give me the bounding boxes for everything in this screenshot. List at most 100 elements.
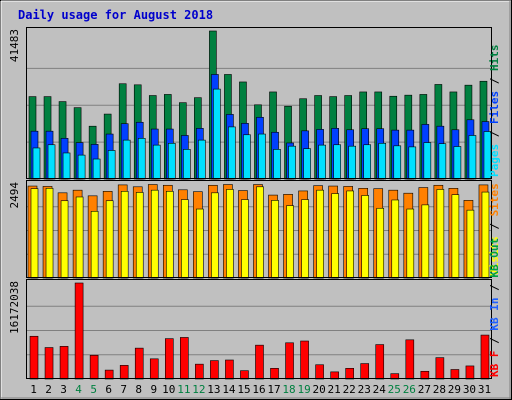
bar-pages-24 xyxy=(378,143,387,180)
panel-top-border xyxy=(26,27,492,179)
chart-title: Daily usage for August 2018 xyxy=(18,8,213,22)
x-tick-label-11: 11 xyxy=(177,383,190,396)
x-tick-label-18: 18 xyxy=(282,383,295,396)
panel-middle-legend: Visits / Sites xyxy=(488,183,501,276)
bar-kb-f-5 xyxy=(89,354,99,380)
bar-kb-f-2 xyxy=(44,347,54,380)
panel-bottom-border xyxy=(26,279,492,379)
bar-pages-11 xyxy=(183,149,191,180)
panel-bottom-legend: KB F / KB In / KB Out xyxy=(488,238,501,377)
x-tick-labels: 1 2 3 4 5 6 7 8 9 10 11 12 13 14 15 16 17 18 19 20 21 22 23 24 2… xyxy=(30,383,491,396)
bar-visits-28 xyxy=(436,189,445,279)
bar-visits-30 xyxy=(466,209,475,279)
x-tick-label-3: 3 xyxy=(60,383,67,396)
x-tick-label-15: 15 xyxy=(237,383,250,396)
panel-top: 41483 Pages / Files / Hits xyxy=(8,27,501,180)
x-tick-label-23: 23 xyxy=(358,383,371,396)
x-tick-label-20: 20 xyxy=(313,383,326,396)
bar-pages-29 xyxy=(453,146,462,180)
x-tick-label-12: 12 xyxy=(192,383,205,396)
bar-kb-f-13 xyxy=(210,360,219,380)
legend-entry: Sites xyxy=(488,183,501,216)
x-tick-label-24: 24 xyxy=(373,383,387,396)
legend-entry: / xyxy=(488,216,501,236)
bar-kb-f-12 xyxy=(195,363,204,380)
bar-kb-f-1 xyxy=(29,335,39,380)
bar-visits-4 xyxy=(75,196,84,279)
x-tick-label-9: 9 xyxy=(150,383,157,396)
x-tick-label-5: 5 xyxy=(90,383,97,396)
bar-kb-f-11 xyxy=(180,337,189,380)
bar-kb-f-20 xyxy=(315,364,324,380)
bar-pages-15 xyxy=(243,134,251,180)
bar-pages-4 xyxy=(77,154,86,180)
bar-visits-18 xyxy=(286,205,294,279)
x-tick-label-6: 6 xyxy=(105,383,112,396)
bar-pages-26 xyxy=(408,146,417,180)
bar-kb-f-29 xyxy=(450,369,460,380)
bar-kb-f-7 xyxy=(119,365,129,380)
bar-visits-10 xyxy=(165,191,174,279)
bar-kb-f-6 xyxy=(104,369,114,380)
x-tick-label-27: 27 xyxy=(418,383,431,396)
bar-pages-22 xyxy=(348,145,356,180)
bar-visits-16 xyxy=(256,186,264,279)
x-tick-label-10: 10 xyxy=(162,383,175,396)
x-tick-label-29: 29 xyxy=(448,383,461,396)
bar-visits-6 xyxy=(105,200,114,279)
bar-pages-3 xyxy=(62,152,71,180)
panel-middle-border xyxy=(26,180,492,278)
bar-visits-3 xyxy=(60,200,69,279)
bar-pages-23 xyxy=(363,144,372,180)
bar-kb-f-16 xyxy=(255,344,264,380)
bar-visits-8 xyxy=(135,192,144,279)
bar-visits-1 xyxy=(30,188,39,279)
panel-top-legend: Pages / Files / Hits xyxy=(488,45,501,178)
bar-pages-19 xyxy=(303,148,311,180)
bar-visits-22 xyxy=(346,190,354,279)
x-tick-label-30: 30 xyxy=(463,383,476,396)
panel-bottom: 16172038 KB F / KB In / KB Out xyxy=(8,238,501,380)
bar-pages-2 xyxy=(47,144,56,180)
bar-visits-21 xyxy=(331,193,339,279)
bar-pages-21 xyxy=(333,144,341,180)
bar-pages-12 xyxy=(198,139,206,180)
bar-visits-24 xyxy=(376,207,385,279)
panel-bottom-max-label: 16172038 xyxy=(8,281,21,334)
bar-pages-17 xyxy=(273,149,281,180)
bar-pages-5 xyxy=(92,158,101,180)
x-tick-label-21: 21 xyxy=(328,383,341,396)
bar-kb-f-14 xyxy=(225,359,234,380)
bar-pages-16 xyxy=(258,133,266,180)
bar-pages-18 xyxy=(288,145,296,180)
bar-pages-14 xyxy=(228,126,236,180)
bar-pages-13 xyxy=(213,88,221,180)
bar-kb-f-26 xyxy=(405,339,415,380)
bar-kb-f-27 xyxy=(420,370,430,380)
bar-pages-10 xyxy=(167,143,176,180)
bar-pages-28 xyxy=(438,143,447,180)
bar-visits-9 xyxy=(150,189,159,279)
bar-pages-30 xyxy=(468,135,477,180)
bar-kb-f-24 xyxy=(375,344,385,380)
bar-visits-25 xyxy=(391,199,400,279)
chart-panels: 41483 Pages / Files / Hits 2494 Visits / Si… xyxy=(8,27,501,380)
x-tick-label-1: 1 xyxy=(30,383,37,396)
panel-middle-max-label: 2494 xyxy=(8,182,21,209)
bar-visits-13 xyxy=(211,192,219,279)
bar-visits-29 xyxy=(451,194,460,279)
bar-kb-f-15 xyxy=(240,370,249,380)
bar-pages-7 xyxy=(122,139,131,180)
x-tick-label-17: 17 xyxy=(267,383,280,396)
bar-kb-f-8 xyxy=(134,347,144,380)
bar-visits-17 xyxy=(271,200,279,279)
x-tick-label-28: 28 xyxy=(433,383,446,396)
bar-pages-9 xyxy=(152,144,161,180)
bar-kb-f-30 xyxy=(465,365,475,380)
x-tick-label-19: 19 xyxy=(297,383,310,396)
panel-top-max-label: 41483 xyxy=(8,29,21,62)
legend-entry: KB In xyxy=(488,298,501,331)
legend-entry: / xyxy=(488,331,501,351)
x-tick-label-31: 31 xyxy=(478,383,491,396)
